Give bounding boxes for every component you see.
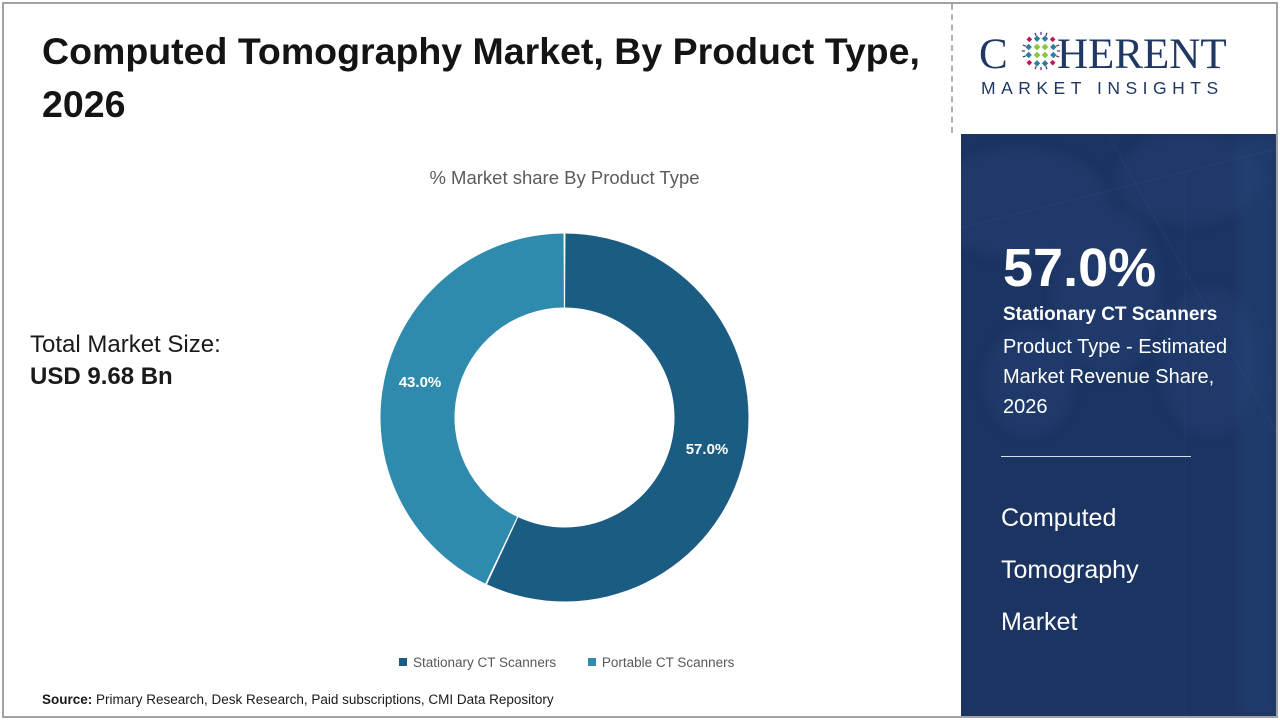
svg-text:43.0%: 43.0% [399, 374, 442, 391]
svg-text:MARKET INSIGHTS: MARKET INSIGHTS [981, 78, 1224, 98]
svg-text:57.0%: 57.0% [686, 441, 729, 458]
svg-text:C: C [979, 31, 1008, 78]
svg-text:HERENT: HERENT [1057, 31, 1227, 78]
